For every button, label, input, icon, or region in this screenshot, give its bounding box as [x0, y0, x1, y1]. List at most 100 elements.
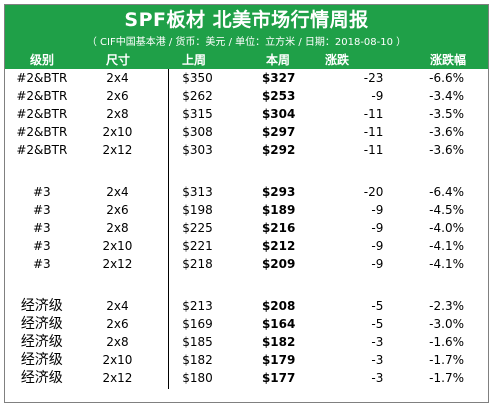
- col-size-header: 尺寸: [105, 53, 130, 67]
- change-cell: -9: [371, 221, 384, 235]
- last-week-price-cell: $180: [182, 371, 213, 385]
- group-spacer: [5, 273, 488, 297]
- grade-cell: #2&BTR: [16, 71, 68, 85]
- change-cell: -9: [371, 239, 384, 253]
- col-last-week-header: 上周: [182, 53, 207, 67]
- size-cell: 2x8: [106, 107, 129, 121]
- change-cell: -3: [371, 371, 384, 385]
- change-pct-cell: -3.6%: [429, 143, 464, 157]
- change-pct-cell: -1.6%: [429, 335, 464, 349]
- grade-cell: #3: [32, 239, 51, 253]
- change-pct-cell: -3.0%: [429, 317, 464, 331]
- change-pct-cell: -6.6%: [429, 71, 464, 85]
- change-cell: -9: [371, 257, 384, 271]
- grade-cell: #3: [32, 185, 51, 199]
- size-cell: 2x6: [106, 317, 129, 331]
- table-row: #3 2x10 $221 $212 -9 -4.1%: [5, 237, 488, 255]
- this-week-price-cell: $164: [261, 317, 296, 331]
- table-row: #2&BTR 2x6 $262 $253 -9 -3.4%: [5, 87, 488, 105]
- table-row: #3 2x6 $198 $189 -9 -4.5%: [5, 201, 488, 219]
- change-cell: -23: [363, 71, 384, 85]
- change-cell: -9: [371, 203, 384, 217]
- this-week-price-cell: $292: [261, 143, 296, 157]
- col-this-week-header: 本周: [266, 53, 291, 67]
- size-cell: 2x8: [106, 221, 129, 235]
- last-week-price-cell: $303: [182, 143, 213, 157]
- column-divider: [168, 69, 169, 389]
- change-cell: -3: [371, 353, 384, 367]
- this-week-price-cell: $293: [261, 185, 296, 199]
- change-pct-cell: -3.6%: [429, 125, 464, 139]
- change-pct-cell: -4.0%: [429, 221, 464, 235]
- grade-cell: 经济级: [20, 352, 63, 368]
- this-week-price-cell: $327: [261, 71, 296, 85]
- last-week-price-cell: $213: [182, 299, 213, 313]
- last-week-price-cell: $221: [182, 239, 213, 253]
- grade-cell: 经济级: [20, 298, 63, 314]
- this-week-price-cell: $212: [261, 239, 296, 253]
- table-row: 经济级 2x6 $169 $164 -5 -3.0%: [5, 315, 488, 333]
- this-week-price-cell: $189: [261, 203, 296, 217]
- change-cell: -5: [371, 299, 384, 313]
- grade-cell: #2&BTR: [16, 107, 68, 121]
- this-week-price-cell: $297: [261, 125, 296, 139]
- grade-cell: #3: [32, 221, 51, 235]
- this-week-price-cell: $179: [261, 353, 296, 367]
- change-cell: -3: [371, 335, 384, 349]
- this-week-price-cell: $209: [261, 257, 296, 271]
- table-row: #2&BTR 2x8 $315 $304 -11 -3.5%: [5, 105, 488, 123]
- table-row: 经济级 2x10 $182 $179 -3 -1.7%: [5, 351, 488, 369]
- size-cell: 2x6: [106, 203, 129, 217]
- change-pct-cell: -2.3%: [429, 299, 464, 313]
- table-row: 经济级 2x8 $185 $182 -3 -1.6%: [5, 333, 488, 351]
- last-week-price-cell: $313: [182, 185, 213, 199]
- last-week-price-cell: $350: [182, 71, 213, 85]
- grade-cell: #2&BTR: [16, 125, 68, 139]
- group-spacer: [5, 159, 488, 183]
- table-body: #2&BTR 2x4 $350 $327 -23 -6.6% #2&BTR 2x6 $262 $2…: [5, 69, 488, 389]
- size-cell: 2x12: [102, 143, 133, 157]
- price-report-table: SPF板材 北美市场行情周报 （ CIF中国基本港 / 货币：美元 / 单位：立…: [4, 4, 489, 403]
- table-row: #2&BTR 2x4 $350 $327 -23 -6.6%: [5, 69, 488, 87]
- change-pct-cell: -4.1%: [429, 257, 464, 271]
- col-grade-header: 级别: [29, 53, 54, 67]
- table-row: #3 2x8 $225 $216 -9 -4.0%: [5, 219, 488, 237]
- size-cell: 2x10: [102, 239, 133, 253]
- change-cell: -11: [363, 125, 384, 139]
- change-cell: -11: [363, 143, 384, 157]
- last-week-price-cell: $218: [182, 257, 213, 271]
- this-week-price-cell: $182: [261, 335, 296, 349]
- size-cell: 2x10: [102, 125, 133, 139]
- change-pct-cell: -4.1%: [429, 239, 464, 253]
- grade-cell: 经济级: [20, 316, 63, 332]
- change-cell: -5: [371, 317, 384, 331]
- last-week-price-cell: $262: [182, 89, 213, 103]
- grade-cell: #3: [32, 203, 51, 217]
- this-week-price-cell: $304: [261, 107, 296, 121]
- grade-cell: #2&BTR: [16, 143, 68, 157]
- table-row: #2&BTR 2x12 $303 $292 -11 -3.6%: [5, 141, 488, 159]
- this-week-price-cell: $216: [261, 221, 296, 235]
- table-row: 经济级 2x12 $180 $177 -3 -1.7%: [5, 369, 488, 387]
- size-cell: 2x12: [102, 371, 133, 385]
- table-row: #3 2x12 $218 $209 -9 -4.1%: [5, 255, 488, 273]
- column-header-row: 级别 尺寸 上周 本周 涨跌 涨跌幅: [5, 53, 488, 69]
- change-cell: -9: [371, 89, 384, 103]
- change-cell: -20: [363, 185, 384, 199]
- table-row: #2&BTR 2x10 $308 $297 -11 -3.6%: [5, 123, 488, 141]
- table-row: #3 2x4 $313 $293 -20 -6.4%: [5, 183, 488, 201]
- size-cell: 2x12: [102, 257, 133, 271]
- grade-cell: 经济级: [20, 370, 63, 386]
- change-pct-cell: -4.5%: [429, 203, 464, 217]
- last-week-price-cell: $198: [182, 203, 213, 217]
- change-pct-cell: -6.4%: [429, 185, 464, 199]
- last-week-price-cell: $315: [182, 107, 213, 121]
- change-pct-cell: -3.5%: [429, 107, 464, 121]
- size-cell: 2x4: [106, 299, 129, 313]
- size-cell: 2x4: [106, 71, 129, 85]
- report-title: SPF板材 北美市场行情周报: [124, 9, 369, 31]
- this-week-price-cell: $177: [261, 371, 296, 385]
- col-change-pct-header: 涨跌幅: [429, 53, 466, 67]
- grade-cell: #3: [32, 257, 51, 271]
- table-header: SPF板材 北美市场行情周报 （ CIF中国基本港 / 货币：美元 / 单位：立…: [5, 5, 488, 69]
